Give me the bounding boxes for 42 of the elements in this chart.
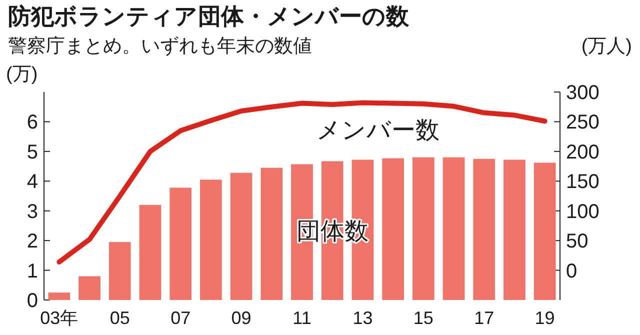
bar: [260, 168, 283, 300]
y2-tick-label: 0: [566, 260, 578, 282]
x-tick-label: 19: [534, 308, 555, 328]
bar: [139, 204, 162, 300]
y-tick-label: 6: [26, 112, 38, 134]
y2-axis-title: (万人): [581, 36, 632, 57]
y2-tick-label: 50: [566, 230, 588, 253]
y-tick-label: 2: [26, 230, 38, 253]
bar: [48, 292, 70, 300]
y-tick-label: 1: [26, 260, 38, 282]
y-tick-label: 5: [26, 141, 38, 164]
chart-title: 防犯ボランティア団体・メンバーの数: [8, 3, 410, 29]
series-label: メンバー数: [316, 117, 440, 144]
x-tick-label: 17: [474, 308, 494, 328]
bar: [78, 276, 100, 300]
y2-tick-label: 200: [566, 141, 600, 164]
x-tick-label: 03年: [40, 308, 78, 328]
y2-tick-label: 250: [566, 112, 600, 134]
bar: [442, 157, 465, 300]
y-tick-label: 0: [26, 290, 38, 312]
y-tick-label: 3: [26, 200, 38, 223]
y2-tick-label: 150: [566, 171, 600, 194]
x-tick-label: 07: [170, 308, 191, 328]
bar: [230, 172, 252, 300]
bar: [170, 188, 192, 300]
x-tick-label: 09: [231, 308, 252, 328]
bar: [473, 158, 496, 300]
bar: [504, 160, 526, 300]
x-tick-label: 05: [110, 308, 130, 328]
x-tick-label: 13: [352, 308, 373, 328]
bar: [382, 158, 404, 300]
bar: [412, 157, 434, 300]
y2-tick-label: 100: [566, 200, 600, 223]
x-tick-label: 15: [413, 308, 434, 328]
chart-subtitle: 警察庁まとめ。いずれも年末の数値: [8, 35, 312, 57]
bar: [108, 242, 131, 300]
y-axis-title: (万): [6, 64, 38, 85]
y2-tick-label: 300: [566, 82, 600, 104]
bar: [200, 180, 222, 300]
x-tick-label: 11: [292, 308, 312, 328]
bar: [534, 162, 556, 300]
y-tick-label: 4: [26, 171, 38, 194]
